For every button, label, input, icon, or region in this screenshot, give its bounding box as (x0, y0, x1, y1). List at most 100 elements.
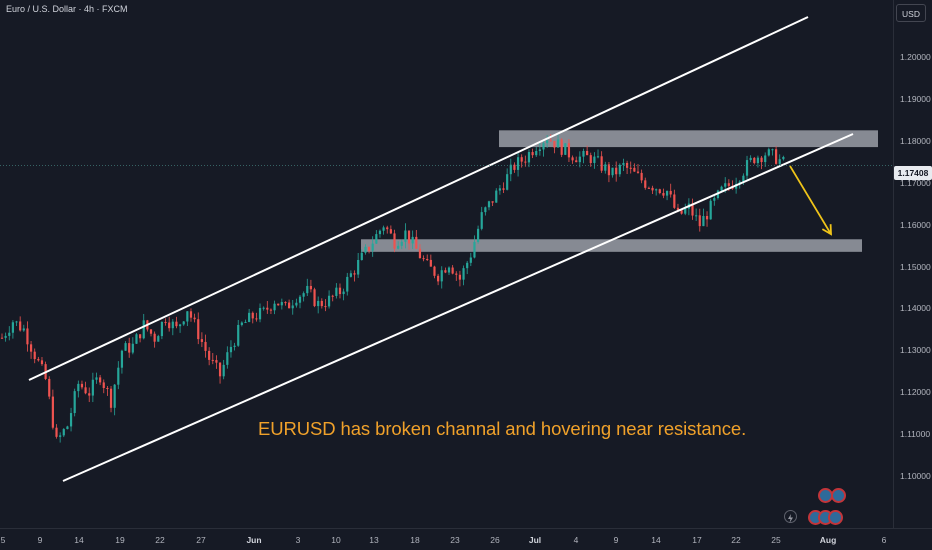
price-chart[interactable] (0, 0, 893, 528)
candle-body (99, 377, 102, 383)
chart-title: Euro / U.S. Dollar · 4h · FXCM (6, 4, 128, 14)
candle-body (357, 259, 360, 275)
candle-body (269, 309, 273, 311)
candle-body (691, 203, 694, 216)
candle-body (215, 360, 218, 363)
time-axis[interactable]: 5 9 14 19 22 27 Jun 3 10 13 18 23 26 Jul 4 9 14 17 22 25 Aug… (0, 528, 932, 550)
price-tick-label: 1.10000 (900, 471, 931, 481)
candle-body (535, 150, 538, 156)
price-tick-label: 1.15000 (900, 261, 931, 272)
candle-body (676, 207, 680, 211)
channel-lines (28, 16, 854, 482)
time-tick-label: 22 (731, 535, 741, 545)
candle-body (178, 324, 182, 327)
currency-button[interactable]: USD (896, 4, 926, 22)
time-tick-label: Jun (246, 535, 262, 545)
candle-body (302, 293, 305, 297)
candle-body (444, 270, 447, 273)
candle-body (22, 328, 25, 331)
candle-body (277, 303, 280, 306)
candle-body (753, 157, 756, 164)
support-zone (361, 239, 862, 252)
candle-body (433, 266, 436, 276)
economic-events-icon[interactable] (804, 488, 846, 528)
candle-body (644, 180, 647, 188)
candle-body (382, 227, 385, 231)
candle-body (168, 322, 171, 329)
candle-body (600, 156, 603, 171)
candle-body (564, 143, 567, 155)
candle-body (40, 360, 44, 365)
candle-body (8, 332, 11, 336)
candle-body (629, 167, 632, 169)
candle-body (0, 337, 4, 339)
candle-body (371, 243, 374, 251)
price-axis[interactable]: 1.20000 1.19000 1.18000 1.17000 1.16000 1.150… (893, 0, 932, 528)
candle-body (233, 345, 236, 347)
candle-body (80, 383, 84, 388)
candle-body (273, 303, 276, 311)
candle-body (91, 379, 94, 396)
flash-icon[interactable] (784, 510, 797, 523)
candle-body (291, 305, 294, 309)
candle-body (662, 193, 665, 196)
candle-body (546, 140, 549, 144)
candle-body (742, 175, 745, 182)
projection-arrow (789, 165, 832, 236)
candle-body (684, 208, 687, 214)
candle-body (349, 273, 352, 277)
event-icon (828, 510, 843, 525)
candle-body (782, 156, 785, 160)
time-tick-label: 14 (74, 535, 84, 545)
candle-body (120, 350, 124, 368)
candle-body (284, 302, 287, 304)
candle-body (760, 157, 763, 163)
candle-body (636, 171, 640, 173)
price-tick-label: 1.14000 (900, 303, 931, 314)
candle-body (426, 258, 429, 260)
candle-body (582, 150, 585, 157)
candle-body (596, 156, 600, 158)
lower-channel-line (62, 133, 854, 482)
candle-body (113, 384, 116, 408)
candle-body (84, 387, 87, 394)
candle-body (745, 160, 749, 176)
candle-body (487, 201, 491, 208)
time-tick-label: 4 (573, 535, 579, 545)
event-icon (831, 488, 846, 503)
time-tick-label: 22 (155, 535, 165, 545)
price-tick-label: 1.20000 (900, 52, 931, 62)
time-tick-label: 9 (37, 535, 43, 545)
candle-body (182, 321, 185, 325)
candle-body (669, 190, 672, 195)
candle-body (33, 351, 36, 360)
candle-body (509, 164, 512, 175)
candle-body (724, 183, 727, 187)
candle-body (400, 241, 403, 246)
candle-body (378, 230, 382, 235)
candle-body (346, 276, 349, 292)
candle-body (360, 252, 363, 260)
candle-body (109, 388, 113, 408)
candle-body (73, 391, 76, 414)
candle-body (429, 259, 432, 267)
candle-body (175, 321, 178, 327)
candle-body (778, 159, 781, 164)
candle-body (647, 187, 650, 189)
candle-body (622, 162, 625, 165)
candle-body (251, 312, 254, 319)
candle-body (407, 230, 411, 244)
candle-body (29, 344, 33, 352)
candle-body (702, 215, 705, 227)
candle-body (218, 362, 222, 377)
candle-body (189, 311, 193, 318)
annotation-text: EURUSD has broken channal and hovering n… (258, 418, 747, 439)
candle-body (186, 311, 189, 322)
candle-body (313, 289, 316, 307)
candle-body (309, 285, 313, 290)
candle-body (604, 164, 607, 171)
candle-body (673, 194, 676, 208)
candle-body (367, 246, 371, 251)
current-price-label: 1.17408 (894, 166, 932, 180)
time-tick-label: 27 (196, 535, 206, 545)
